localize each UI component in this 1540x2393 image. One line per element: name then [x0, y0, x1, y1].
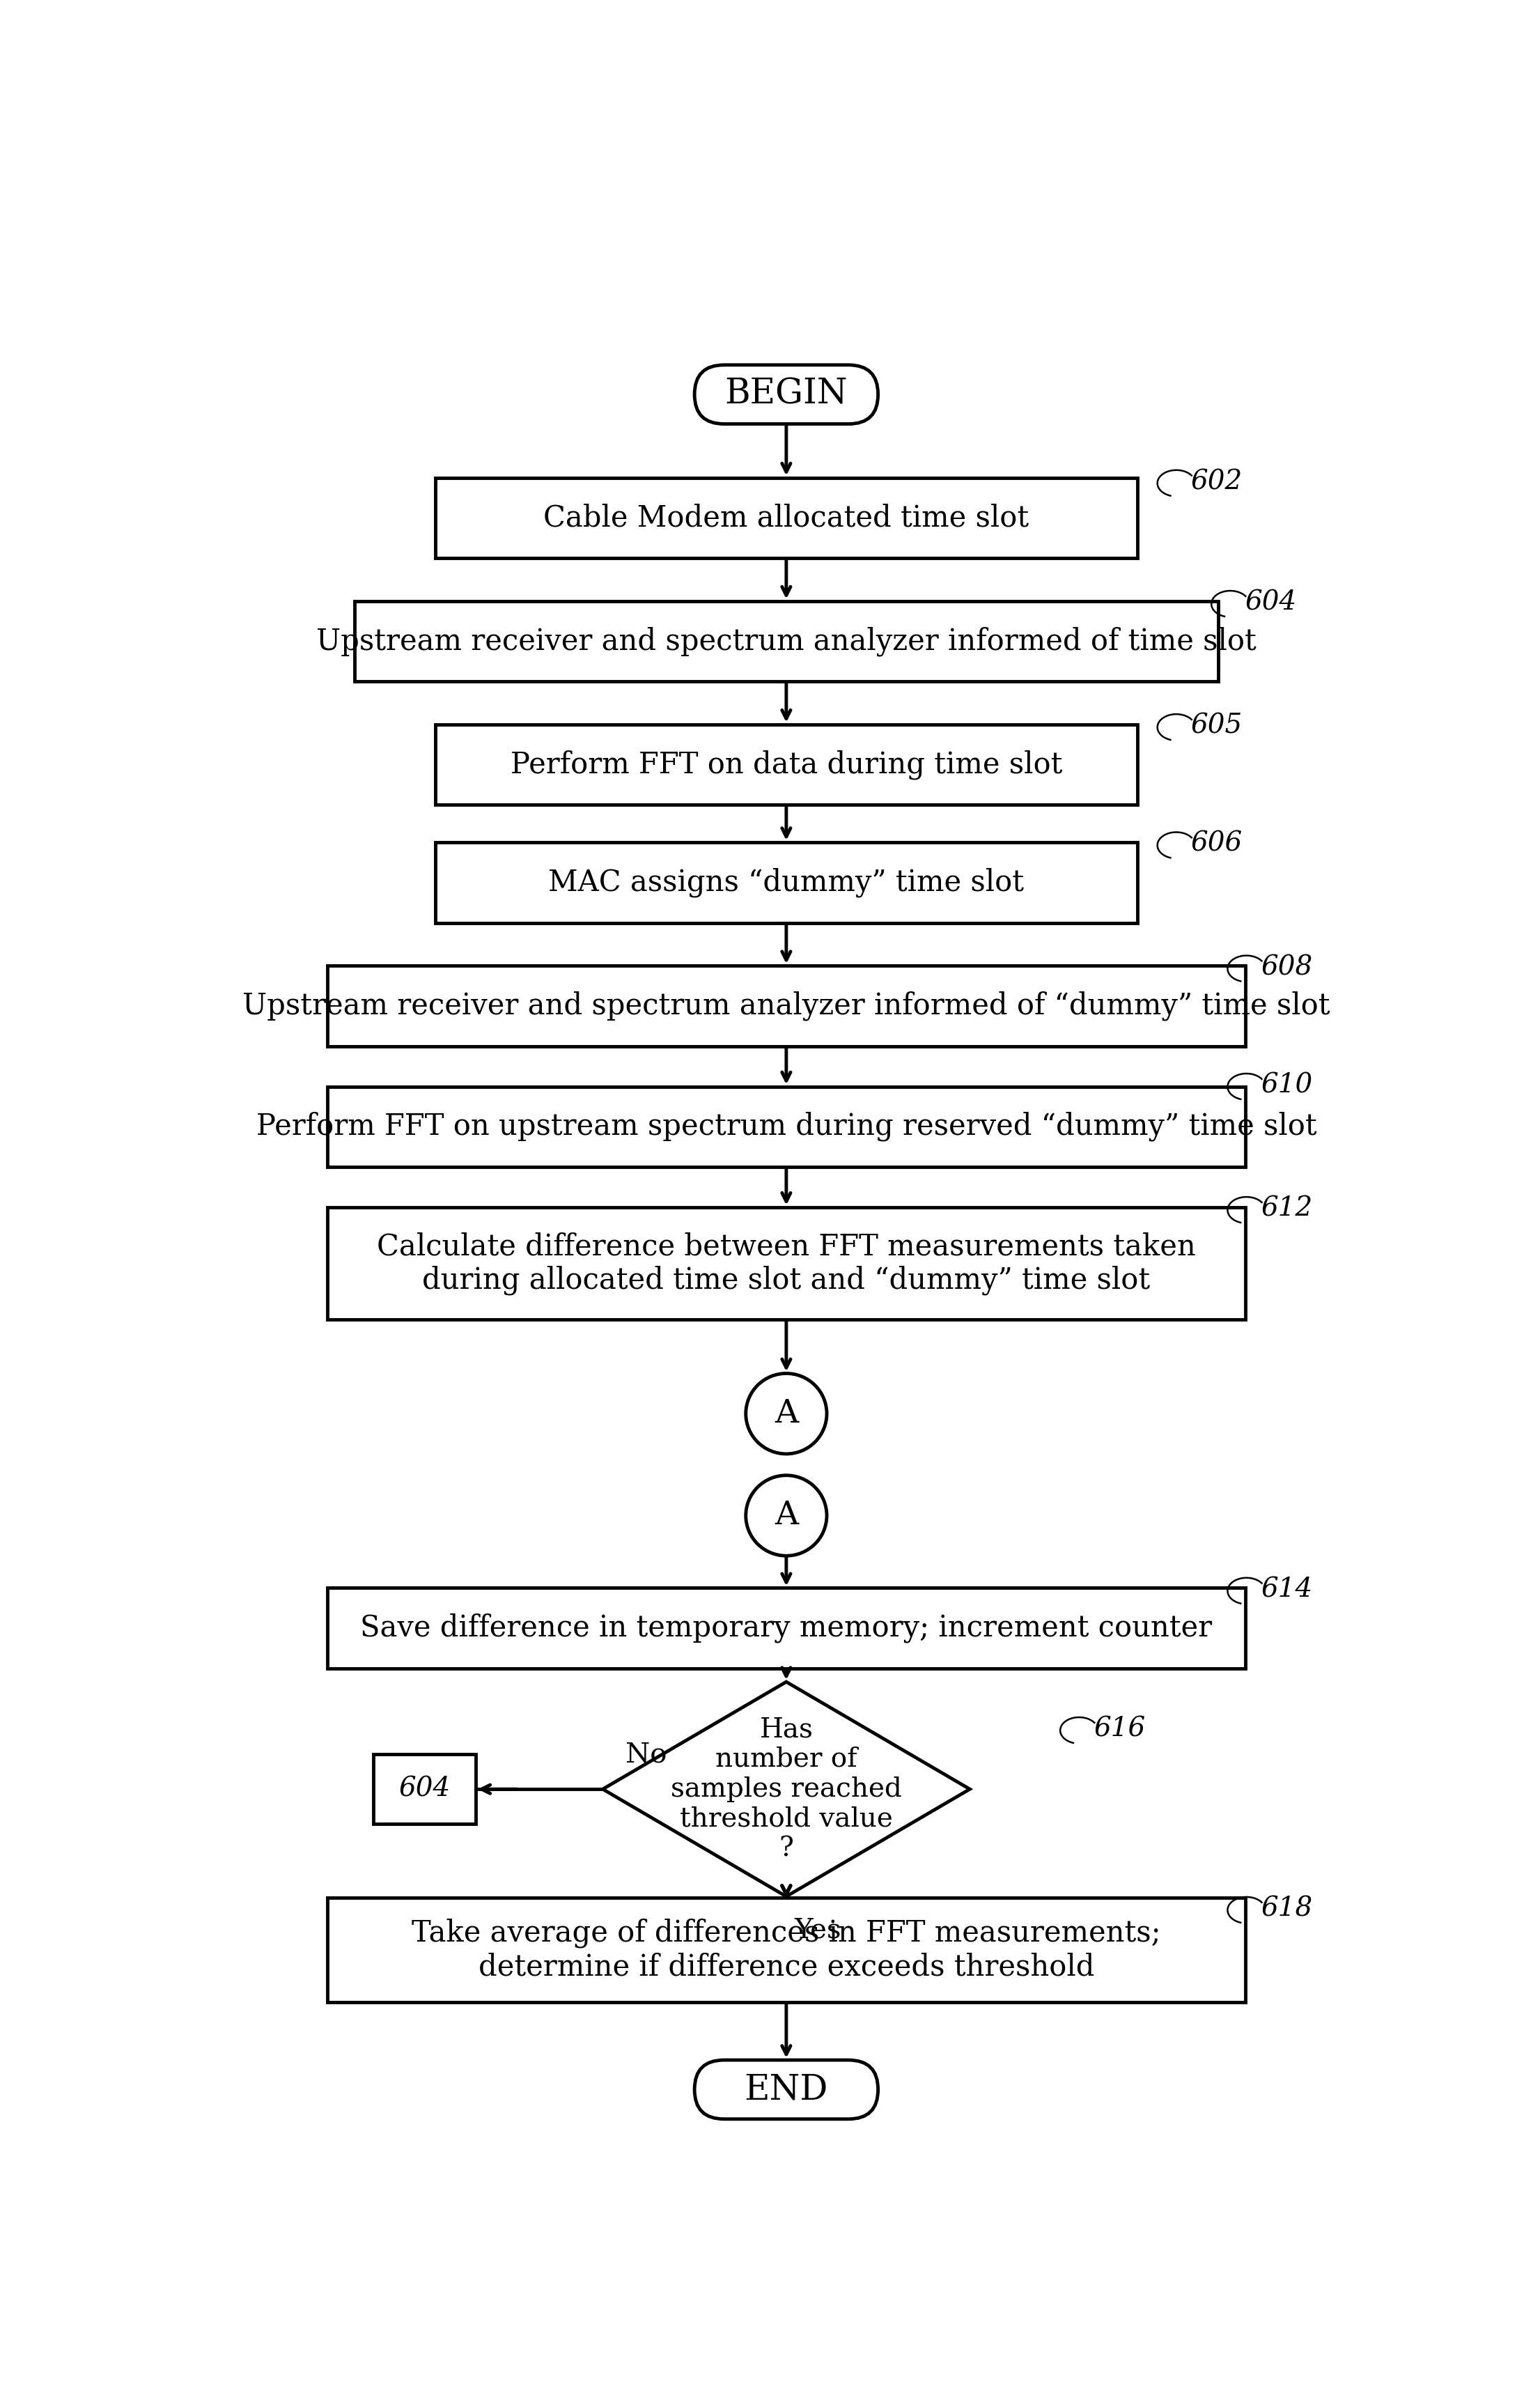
- Text: Upstream receiver and spectrum analyzer informed of “dummy” time slot: Upstream receiver and spectrum analyzer …: [242, 991, 1331, 1022]
- FancyBboxPatch shape: [436, 725, 1137, 804]
- Text: A: A: [775, 1500, 798, 1532]
- Text: Save difference in temporary memory; increment counter: Save difference in temporary memory; inc…: [360, 1613, 1212, 1644]
- FancyBboxPatch shape: [695, 2060, 878, 2120]
- Text: Perform FFT on upstream spectrum during reserved “dummy” time slot: Perform FFT on upstream spectrum during …: [256, 1113, 1317, 1141]
- Text: No: No: [625, 1742, 667, 1768]
- Text: 616: 616: [1093, 1716, 1146, 1742]
- FancyBboxPatch shape: [373, 1754, 476, 1823]
- Text: MAC assigns “dummy” time slot: MAC assigns “dummy” time slot: [548, 869, 1024, 897]
- Text: 605: 605: [1190, 713, 1243, 739]
- Text: 614: 614: [1261, 1577, 1314, 1603]
- Text: Perform FFT on data during time slot: Perform FFT on data during time slot: [510, 749, 1063, 780]
- FancyBboxPatch shape: [328, 967, 1246, 1046]
- Text: 618: 618: [1261, 1895, 1314, 1922]
- FancyBboxPatch shape: [328, 1589, 1246, 1668]
- Text: A: A: [775, 1398, 798, 1429]
- Text: Take average of differences in FFT measurements;
determine if difference exceeds: Take average of differences in FFT measu…: [411, 1919, 1161, 1981]
- FancyBboxPatch shape: [328, 1086, 1246, 1168]
- FancyBboxPatch shape: [436, 479, 1137, 558]
- Text: Yes: Yes: [795, 1917, 841, 1943]
- Text: BEGIN: BEGIN: [725, 378, 849, 412]
- Text: END: END: [744, 2072, 829, 2106]
- Text: 604: 604: [1246, 589, 1297, 615]
- Text: Calculate difference between FFT measurements taken
during allocated time slot a: Calculate difference between FFT measure…: [377, 1232, 1195, 1295]
- Text: 608: 608: [1261, 955, 1314, 981]
- Text: 604: 604: [399, 1776, 451, 1802]
- FancyBboxPatch shape: [328, 1206, 1246, 1321]
- Text: 610: 610: [1261, 1072, 1314, 1098]
- Text: Upstream receiver and spectrum analyzer informed of time slot: Upstream receiver and spectrum analyzer …: [316, 627, 1257, 656]
- Text: 606: 606: [1190, 830, 1243, 857]
- FancyBboxPatch shape: [354, 601, 1218, 682]
- FancyBboxPatch shape: [695, 366, 878, 424]
- FancyBboxPatch shape: [328, 1898, 1246, 2003]
- Text: Cable Modem allocated time slot: Cable Modem allocated time slot: [544, 503, 1029, 534]
- Text: 602: 602: [1190, 469, 1243, 495]
- FancyBboxPatch shape: [436, 842, 1137, 924]
- Text: Has
number of
samples reached
threshold value
?: Has number of samples reached threshold …: [671, 1716, 902, 1862]
- Text: 612: 612: [1261, 1196, 1314, 1220]
